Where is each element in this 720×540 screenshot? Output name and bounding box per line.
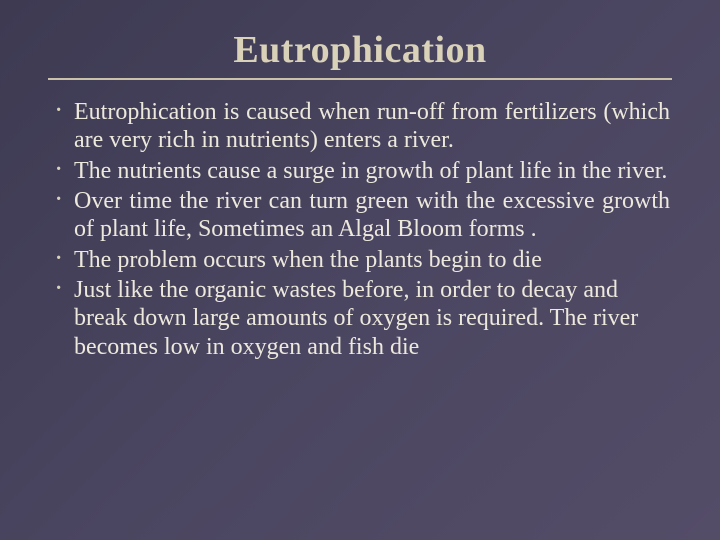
bullet-text: Eutrophication is caused when run-off fr… xyxy=(74,99,670,153)
bullet-list: Eutrophication is caused when run-off fr… xyxy=(50,98,670,361)
list-item: Just like the organic wastes before, in … xyxy=(50,276,670,361)
bullet-text: Over time the river can turn green with … xyxy=(74,188,670,242)
list-item: Over time the river can turn green with … xyxy=(50,187,670,244)
slide-container: Eutrophication Eutrophication is caused … xyxy=(0,0,720,540)
list-item: The nutrients cause a surge in growth of… xyxy=(50,157,670,185)
list-item: The problem occurs when the plants begin… xyxy=(50,246,670,274)
slide-title: Eutrophication xyxy=(48,28,672,80)
bullet-text: Just like the organic wastes before, in … xyxy=(74,277,638,360)
list-item: Eutrophication is caused when run-off fr… xyxy=(50,98,670,155)
bullet-text: The nutrients cause a surge in growth of… xyxy=(74,158,667,184)
bullet-text: The problem occurs when the plants begin… xyxy=(74,247,542,273)
slide-content: Eutrophication is caused when run-off fr… xyxy=(48,98,672,361)
